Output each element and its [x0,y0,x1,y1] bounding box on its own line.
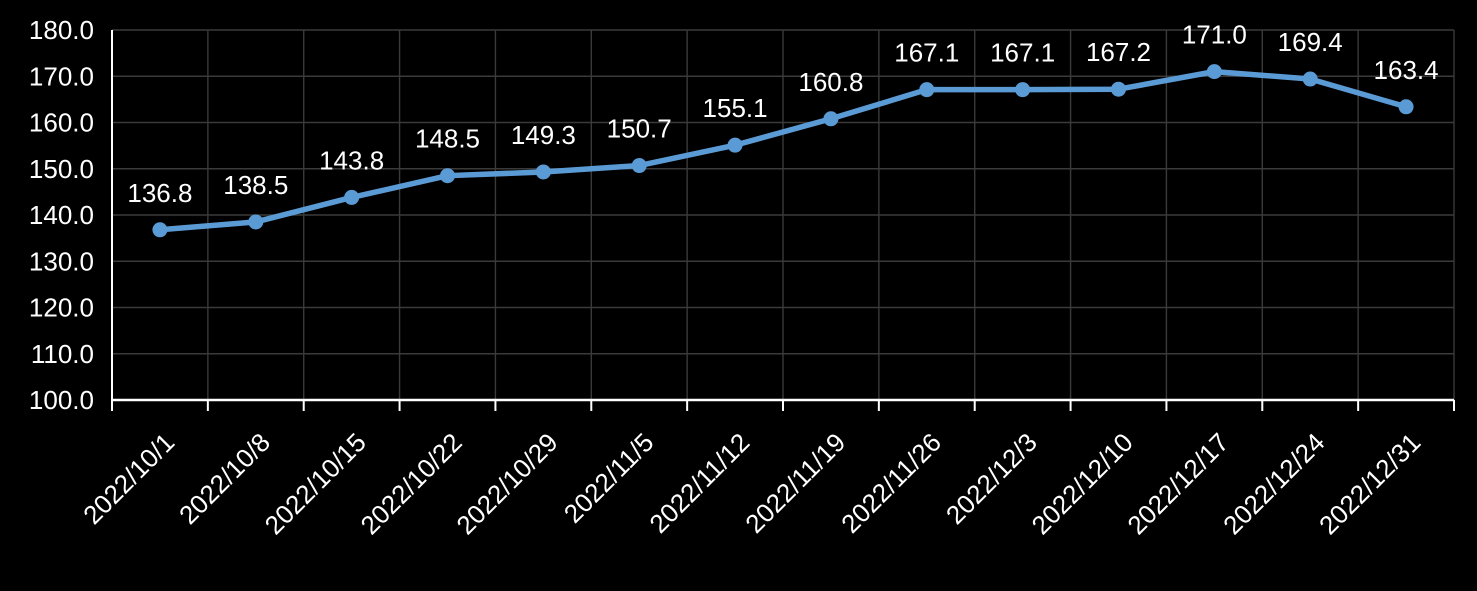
y-tick-label: 120.0 [29,293,94,323]
data-point-marker [1015,82,1031,98]
data-point-marker [1398,99,1414,115]
y-tick-label: 160.0 [29,108,94,138]
y-tick-label: 170.0 [29,61,94,91]
y-tick-label: 130.0 [29,246,94,276]
data-point-label: 149.3 [511,120,576,150]
data-point-marker [727,137,743,153]
data-point-label: 148.5 [415,124,480,154]
data-point-marker [823,111,839,127]
data-point-label: 167.1 [894,38,959,68]
data-point-marker [344,189,360,205]
y-tick-label: 100.0 [29,385,94,415]
data-point-label: 169.4 [1278,27,1343,57]
data-point-label: 150.7 [607,114,672,144]
data-point-label: 155.1 [703,93,768,123]
data-point-marker [631,158,647,174]
y-tick-label: 150.0 [29,154,94,184]
data-point-label: 167.2 [1086,37,1151,67]
data-point-label: 143.8 [319,145,384,175]
data-point-marker [535,164,551,180]
data-point-label: 136.8 [127,178,192,208]
data-point-label: 160.8 [798,67,863,97]
data-point-marker [919,82,935,98]
data-point-marker [152,222,168,238]
y-tick-label: 140.0 [29,200,94,230]
y-tick-label: 110.0 [31,339,94,369]
y-tick-label: 180.0 [29,15,94,45]
data-point-marker [248,214,264,230]
data-point-marker [1111,81,1126,97]
data-point-label: 167.1 [990,38,1055,68]
data-point-marker [1302,71,1318,87]
data-point-label: 138.5 [223,170,288,200]
data-point-marker [1206,64,1222,80]
data-point-marker [440,168,455,184]
series-line [157,68,1409,233]
data-point-label: 171.0 [1182,20,1247,50]
data-point-label: 163.4 [1374,55,1439,85]
